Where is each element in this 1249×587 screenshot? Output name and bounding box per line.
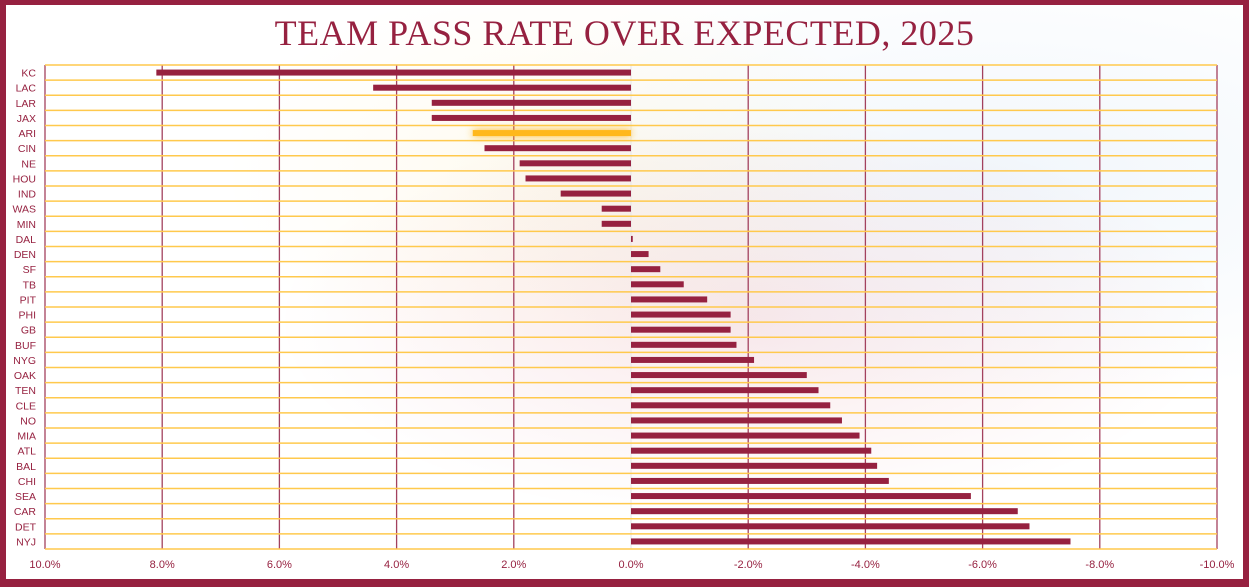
bar-dal bbox=[631, 235, 633, 242]
x-tick-label: 6.0% bbox=[267, 559, 292, 571]
x-tick-label: -8.0% bbox=[1085, 559, 1114, 571]
category-label: NE bbox=[21, 158, 36, 170]
x-tick-label: -10.0% bbox=[1200, 559, 1235, 571]
bar-mia bbox=[631, 432, 860, 439]
category-label: WAS bbox=[12, 204, 36, 216]
category-label: NYG bbox=[13, 355, 36, 367]
bar-sf bbox=[631, 266, 661, 273]
x-tick-label: -4.0% bbox=[851, 559, 880, 571]
category-label: KC bbox=[21, 68, 36, 80]
category-label: IND bbox=[18, 189, 37, 201]
bar-was bbox=[601, 205, 631, 212]
category-label: JAX bbox=[17, 113, 36, 125]
category-label: LAR bbox=[16, 98, 37, 110]
category-label: BUF bbox=[15, 340, 36, 352]
category-label: CLE bbox=[16, 400, 36, 412]
bar-buf bbox=[631, 341, 737, 348]
category-label: PIT bbox=[20, 294, 37, 306]
category-label: OAK bbox=[14, 370, 36, 382]
category-label: HOU bbox=[13, 173, 36, 185]
category-label: CHI bbox=[18, 476, 36, 488]
bar-jax bbox=[431, 114, 631, 121]
category-label: ATL bbox=[18, 446, 37, 458]
bar-ari bbox=[472, 130, 631, 137]
bar-bal bbox=[631, 462, 878, 469]
category-label: NO bbox=[20, 415, 36, 427]
category-label: BAL bbox=[16, 461, 36, 473]
category-label: TB bbox=[23, 279, 36, 291]
bar-sea bbox=[631, 493, 971, 500]
bar-nyj bbox=[631, 538, 1071, 545]
category-label: GB bbox=[21, 325, 36, 337]
bar-oak bbox=[631, 372, 807, 379]
x-tick-label: -6.0% bbox=[968, 559, 997, 571]
x-tick-label: 10.0% bbox=[29, 559, 60, 571]
category-label: PHI bbox=[18, 310, 36, 322]
bar-ten bbox=[631, 387, 819, 394]
x-tick-label: 2.0% bbox=[501, 559, 526, 571]
bar-min bbox=[601, 220, 631, 227]
bar-kc bbox=[156, 69, 631, 76]
bar-lac bbox=[373, 84, 631, 91]
category-label: DEN bbox=[14, 249, 36, 261]
category-label: DAL bbox=[16, 234, 37, 246]
bar-gb bbox=[631, 326, 731, 333]
x-tick-label: 0.0% bbox=[618, 559, 643, 571]
category-label: MIN bbox=[17, 219, 36, 231]
bar-det bbox=[631, 523, 1030, 530]
bar-no bbox=[631, 417, 842, 424]
category-label: ARI bbox=[18, 128, 36, 140]
bar-ind bbox=[560, 190, 631, 197]
bar-car bbox=[631, 508, 1018, 515]
bar-pit bbox=[631, 296, 708, 303]
category-label: LAC bbox=[16, 83, 37, 95]
category-label: NYJ bbox=[16, 536, 36, 548]
bar-cle bbox=[631, 402, 831, 409]
x-tick-label: 8.0% bbox=[150, 559, 175, 571]
category-label: MIA bbox=[17, 431, 36, 443]
category-label: CAR bbox=[14, 506, 37, 518]
bar-atl bbox=[631, 447, 872, 454]
bar-hou bbox=[525, 175, 631, 182]
category-label: TEN bbox=[15, 385, 36, 397]
x-tick-label: 4.0% bbox=[384, 559, 409, 571]
bar-cin bbox=[484, 145, 631, 152]
bar-den bbox=[631, 251, 649, 258]
bar-nyg bbox=[631, 356, 755, 363]
category-label: SF bbox=[23, 264, 36, 276]
category-label: CIN bbox=[18, 143, 36, 155]
category-label: SEA bbox=[15, 491, 36, 503]
bar-chi bbox=[631, 477, 889, 484]
bar-lar bbox=[431, 99, 631, 106]
category-label: DET bbox=[15, 521, 37, 533]
bar-phi bbox=[631, 311, 731, 318]
bar-tb bbox=[631, 281, 684, 288]
bar-ne bbox=[519, 160, 631, 167]
chart-title: TEAM PASS RATE OVER EXPECTED, 2025 bbox=[274, 13, 975, 53]
x-tick-label: -2.0% bbox=[734, 559, 763, 571]
